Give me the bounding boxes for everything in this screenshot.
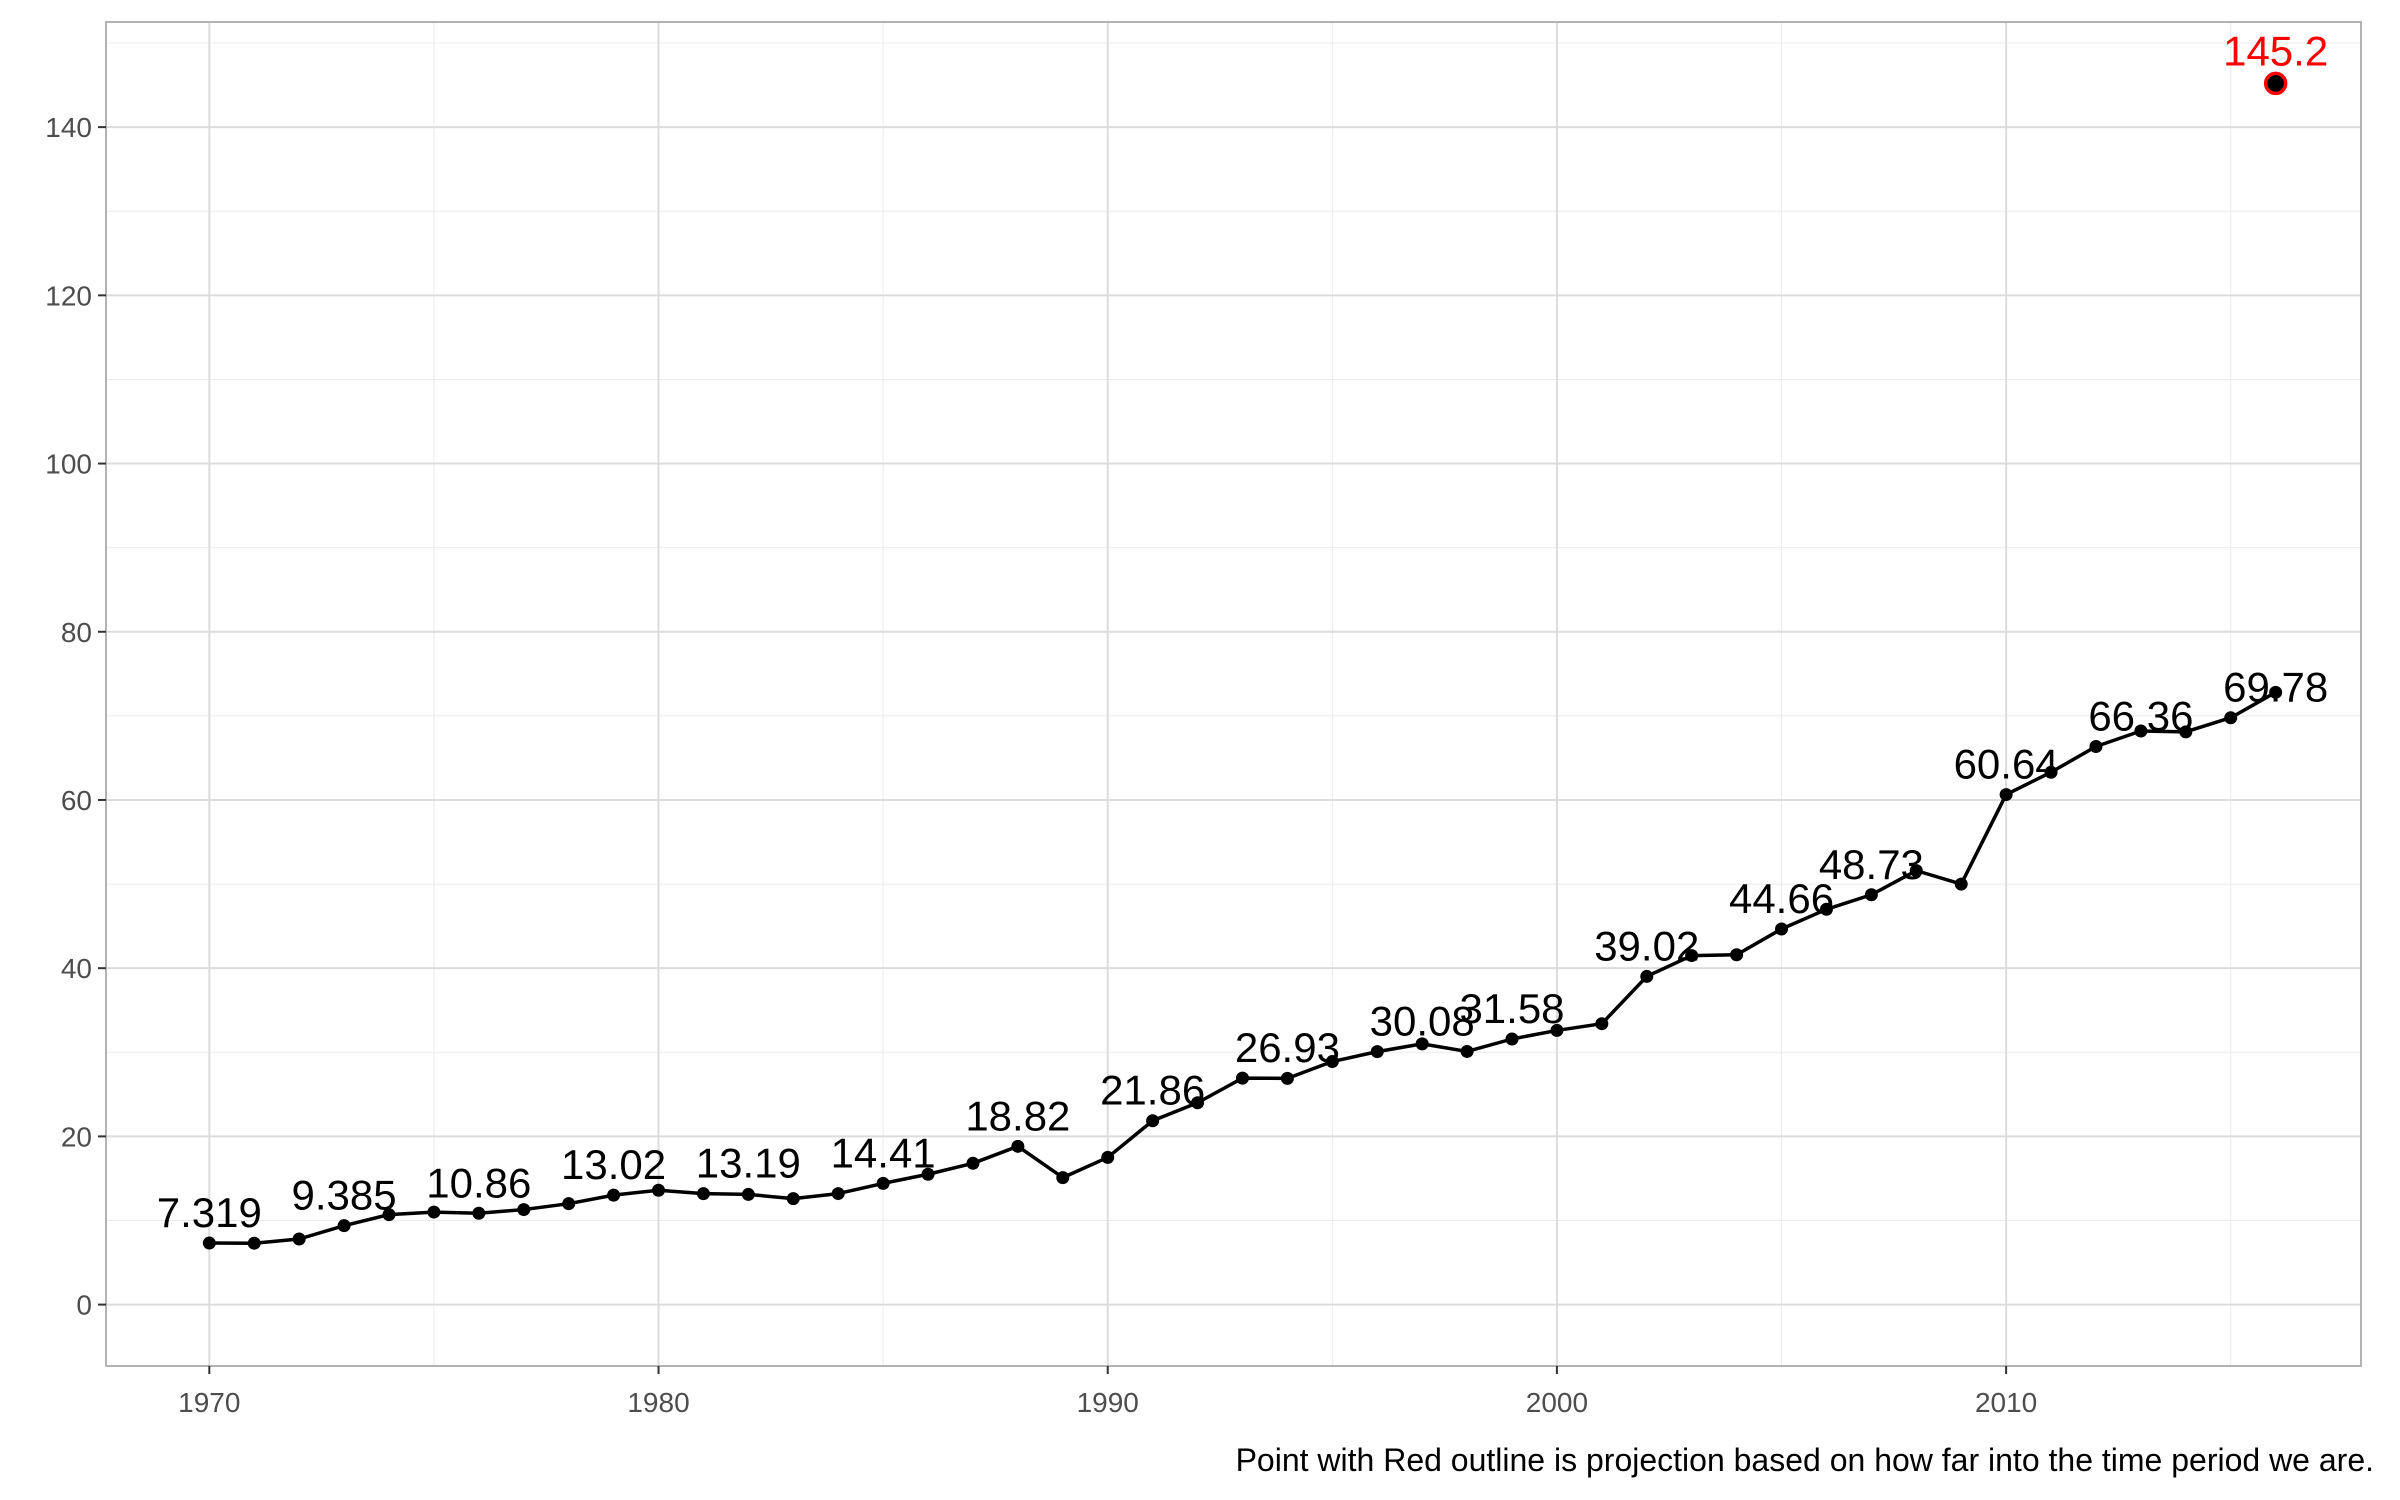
data-label: 69.78 bbox=[2223, 664, 2328, 711]
data-point bbox=[1146, 1114, 1160, 1128]
data-label: 7.319 bbox=[157, 1189, 262, 1236]
data-point bbox=[1685, 949, 1699, 963]
data-point bbox=[1864, 888, 1878, 902]
data-label: 39.02 bbox=[1594, 922, 1699, 969]
y-axis: 0 20 40 60 80 100 120 140 bbox=[45, 112, 106, 1321]
data-point bbox=[427, 1205, 441, 1219]
series-layer bbox=[202, 685, 2283, 1250]
data-point bbox=[1819, 902, 1833, 916]
x-axis: 1970 1980 1990 2000 2010 bbox=[178, 1366, 2037, 1418]
data-point bbox=[1775, 922, 1789, 936]
data-point bbox=[1505, 1032, 1519, 1046]
data-point bbox=[831, 1187, 845, 1201]
data-point bbox=[607, 1188, 621, 1202]
data-label: 30.08 bbox=[1370, 998, 1475, 1045]
data-point bbox=[1280, 1071, 1294, 1085]
data-point bbox=[1056, 1171, 1070, 1185]
data-label: 10.86 bbox=[426, 1159, 531, 1206]
data-label: 14.41 bbox=[831, 1129, 936, 1176]
data-point bbox=[2134, 724, 2148, 738]
data-point bbox=[1370, 1045, 1384, 1059]
y-tick-label: 100 bbox=[45, 449, 92, 480]
y-tick-label: 20 bbox=[61, 1121, 92, 1152]
data-point bbox=[1954, 877, 1968, 891]
y-tick-label: 80 bbox=[61, 617, 92, 648]
x-tick-label: 1980 bbox=[627, 1387, 689, 1418]
data-point bbox=[1909, 864, 1923, 878]
data-point bbox=[2044, 765, 2058, 779]
plot-panel-border bbox=[105, 21, 2362, 1367]
y-tick-label: 140 bbox=[45, 112, 92, 143]
data-point bbox=[696, 1187, 710, 1201]
major-gridlines bbox=[106, 22, 2361, 1366]
y-tick-label: 60 bbox=[61, 785, 92, 816]
data-point bbox=[1235, 1071, 1249, 1085]
data-point bbox=[1011, 1139, 1025, 1153]
x-tick-label: 2010 bbox=[1975, 1387, 2037, 1418]
data-label: 9.385 bbox=[292, 1172, 397, 1219]
data-point bbox=[2224, 711, 2238, 725]
data-point bbox=[966, 1156, 980, 1170]
projection-label: 145.2 bbox=[2223, 27, 2328, 74]
data-point bbox=[292, 1232, 306, 1246]
y-tick-label: 120 bbox=[45, 280, 92, 311]
projection-layer: 145.2 bbox=[2223, 27, 2328, 96]
data-point bbox=[1101, 1150, 1115, 1164]
x-tick-label: 1990 bbox=[1077, 1387, 1139, 1418]
data-point bbox=[1415, 1037, 1429, 1051]
data-point bbox=[2179, 725, 2193, 739]
data-label: 13.19 bbox=[696, 1140, 801, 1187]
data-label: 66.36 bbox=[2088, 692, 2193, 739]
data-label: 18.82 bbox=[965, 1092, 1070, 1139]
data-label: 21.86 bbox=[1100, 1067, 1205, 1114]
data-point bbox=[1325, 1055, 1339, 1069]
chart-caption: Point with Red outline is projection bas… bbox=[1236, 1442, 2374, 1478]
data-label: 26.93 bbox=[1235, 1024, 1340, 1071]
data-point bbox=[562, 1197, 576, 1211]
data-label: 44.66 bbox=[1729, 875, 1834, 922]
y-tick-label: 40 bbox=[61, 953, 92, 984]
data-point bbox=[921, 1167, 935, 1181]
data-point bbox=[741, 1187, 755, 1201]
data-point bbox=[786, 1192, 800, 1206]
data-point bbox=[2269, 685, 2283, 699]
data-label: 48.73 bbox=[1819, 841, 1924, 888]
data-point bbox=[472, 1206, 486, 1220]
data-labels-layer: 7.319 9.385 10.86 13.02 13.19 14.41 18.82 21.86… bbox=[157, 664, 2328, 1236]
data-point bbox=[202, 1236, 216, 1250]
data-label: 31.58 bbox=[1459, 985, 1564, 1032]
data-point bbox=[1999, 788, 2013, 802]
data-point bbox=[1640, 969, 1654, 983]
data-point bbox=[1595, 1017, 1609, 1031]
data-point bbox=[337, 1219, 351, 1233]
data-point bbox=[2089, 739, 2103, 753]
data-point bbox=[876, 1176, 890, 1190]
data-label: 60.64 bbox=[1954, 741, 2059, 788]
data-label: 13.02 bbox=[561, 1141, 666, 1188]
x-tick-label: 1970 bbox=[178, 1387, 240, 1418]
y-tick-label: 0 bbox=[76, 1290, 92, 1321]
data-point bbox=[1730, 948, 1744, 962]
data-point bbox=[247, 1236, 261, 1250]
data-point bbox=[1460, 1044, 1474, 1058]
projection-point bbox=[2263, 71, 2288, 96]
data-point bbox=[1550, 1023, 1564, 1037]
minor-gridlines bbox=[106, 22, 2361, 1366]
data-point bbox=[1191, 1096, 1205, 1110]
data-point bbox=[517, 1203, 531, 1217]
data-point bbox=[382, 1208, 396, 1222]
x-tick-label: 2000 bbox=[1526, 1387, 1588, 1418]
data-point bbox=[652, 1183, 666, 1197]
